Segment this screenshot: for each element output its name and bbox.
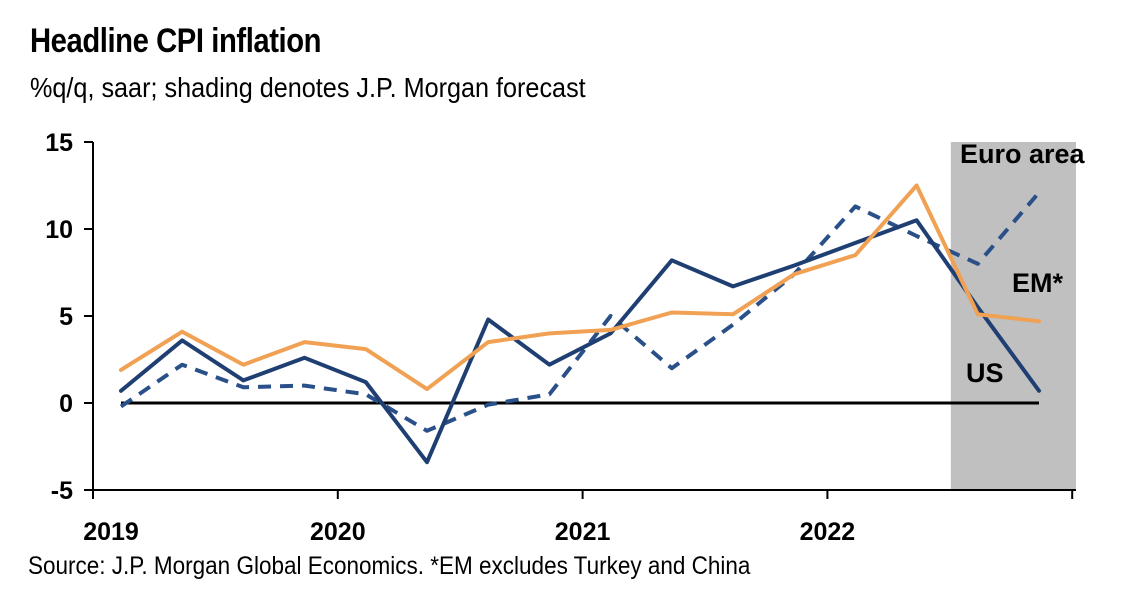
chart-title: Headline CPI inflation <box>30 22 322 60</box>
y-tick-label: 5 <box>59 303 73 331</box>
y-tick-label: -5 <box>51 477 73 505</box>
y-tick-label: 15 <box>45 129 73 157</box>
y-tick-label: 0 <box>59 390 73 418</box>
series-line-us <box>119 218 1041 465</box>
y-tick-label: 10 <box>45 216 73 244</box>
x-tick-label: 2019 <box>83 518 139 546</box>
x-tick-label: 2022 <box>800 518 856 546</box>
series-label-us: US <box>966 358 1004 388</box>
series-label-euro-area: Euro area <box>960 139 1086 169</box>
chart-axes: 15 10 5 0 -5 2019 2020 2021 2022 <box>45 129 1076 546</box>
x-tick-label: 2020 <box>310 518 366 546</box>
series-line-em <box>119 183 1041 392</box>
series-label-em: EM* <box>1012 268 1064 298</box>
source-note: Source: J.P. Morgan Global Economics. *E… <box>28 552 751 580</box>
forecast-shading <box>950 142 1076 490</box>
series-layer <box>119 183 1041 465</box>
x-tick-label: 2021 <box>555 518 611 546</box>
chart-subtitle: %q/q, saar; shading denotes J.P. Morgan … <box>30 72 586 103</box>
series-line-euro-area <box>119 191 1041 433</box>
